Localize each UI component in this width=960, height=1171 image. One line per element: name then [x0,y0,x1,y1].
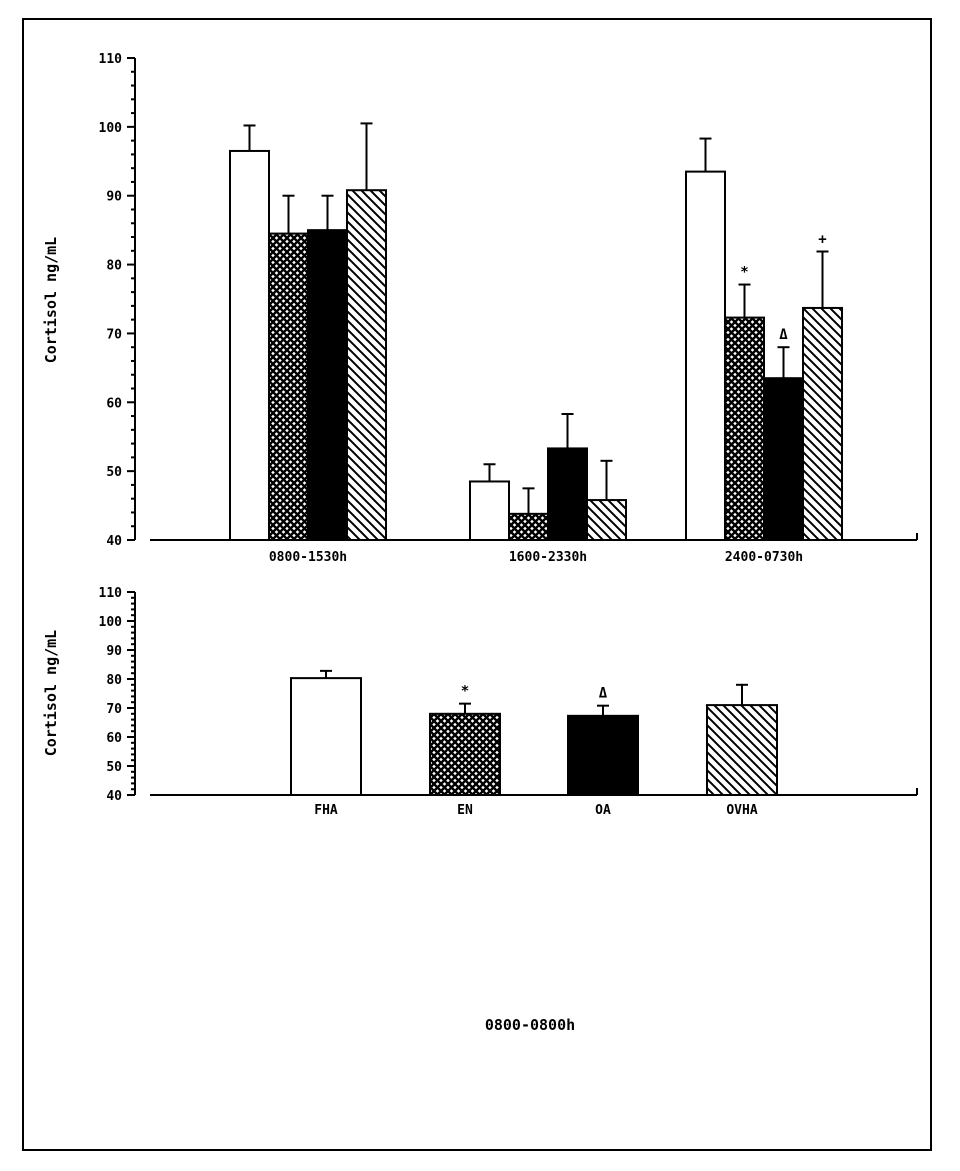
significance-marker: Δ [779,327,788,343]
top-panel: Cortisol ng/mL 40 50 60 70 80 90 100 110 0800-1… [42,52,918,565]
bar [763,377,804,541]
y-tick-label: 40 [106,534,122,549]
significance-marker: * [461,684,469,700]
bottom-y-axis-title: Cortisol ng/mL [42,630,60,756]
bar [567,714,639,797]
x-category-label: EN [457,803,473,818]
x-category-label: 1600-2330h [509,550,587,565]
significance-marker: Δ [599,686,608,702]
y-tick-label: 100 [99,615,123,630]
bar [547,447,588,542]
y-tick-label: 50 [106,760,122,775]
x-category-label: FHA [314,803,338,818]
y-tick-label: 70 [106,702,122,717]
y-tick-label: 80 [106,259,122,274]
bar [229,149,270,541]
y-tick-label: 60 [106,731,122,746]
bar [508,512,549,542]
x-category-label: 0800-1530h [269,550,347,565]
bar [802,306,843,541]
bar [586,499,627,542]
y-tick-label: 90 [106,644,122,659]
y-tick-label: 80 [106,673,122,688]
bar [706,704,778,796]
bar [346,189,387,541]
y-tick-label: 70 [106,327,122,342]
y-tick-label: 110 [99,586,123,601]
bar [469,480,510,542]
x-category-label: OVHA [726,803,757,818]
bar [429,712,501,796]
y-tick-label: 50 [106,465,122,480]
significance-marker: + [818,231,826,247]
bar [307,229,348,541]
bar [268,232,309,541]
y-tick-label: 40 [106,789,122,804]
bottom-panel: Cortisol ng/mL 0800-0800h 40 50 60 70 80 90 10… [42,586,918,1034]
y-tick-label: 110 [99,52,123,67]
bar [724,316,765,541]
y-tick-label: 100 [99,121,123,136]
bottom-x-axis-title: 0800-0800h [485,1016,575,1034]
bar [685,170,726,541]
significance-marker: * [740,265,748,281]
y-tick-label: 60 [106,396,122,411]
bar [290,677,362,797]
x-category-label: OA [595,803,611,818]
x-category-label: 2400-0730h [725,550,803,565]
figure-frame [22,18,932,1151]
top-y-axis-title: Cortisol ng/mL [42,237,60,363]
y-tick-label: 90 [106,190,122,205]
